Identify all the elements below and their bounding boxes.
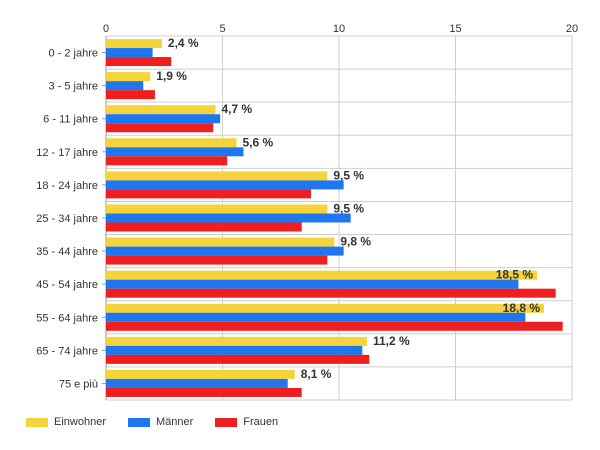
x-axis-ticks: 0 5 10 15 20 <box>103 23 578 35</box>
category-label: 35 - 44 jahre <box>36 246 98 258</box>
bar-m-nner <box>106 378 288 388</box>
bar-einwohner <box>106 138 237 148</box>
legend-item-maenner: Männer <box>127 416 194 428</box>
bar-frauen <box>106 90 155 100</box>
bar-frauen <box>106 156 228 166</box>
bar-m-nner <box>106 147 244 157</box>
bar-m-nner <box>106 180 344 190</box>
legend: Einwohner Männer Frauen <box>26 416 300 428</box>
data-label: 5,6 % <box>242 135 273 149</box>
bar-m-nner <box>106 312 526 322</box>
bar-m-nner <box>106 48 153 58</box>
category-label: 75 e più <box>59 378 98 390</box>
legend-swatch <box>26 417 48 427</box>
bar-frauen <box>106 354 370 364</box>
legend-swatch <box>215 417 238 427</box>
bar-einwohner <box>106 336 367 346</box>
x-tick-label: 5 <box>219 23 225 35</box>
bars <box>106 39 563 397</box>
data-label: 18,8 % <box>503 301 541 315</box>
x-tick-label: 10 <box>333 23 345 35</box>
data-label: 9,8 % <box>340 235 371 249</box>
x-tick-label: 0 <box>103 23 109 35</box>
data-label: 11,2 % <box>373 334 410 348</box>
bar-m-nner <box>106 345 363 355</box>
category-label: 55 - 64 jahre <box>36 312 98 324</box>
bar-einwohner <box>106 369 295 379</box>
data-label: 4,7 % <box>222 102 253 116</box>
legend-item-einwohner: Einwohner <box>26 416 106 428</box>
bar-frauen <box>106 255 328 265</box>
y-axis-categories: 0 - 2 jahre 3 - 5 jahre 6 - 11 jahre 12 - 1… <box>36 48 98 391</box>
bar-einwohner <box>106 72 151 82</box>
category-label: 12 - 17 jahre <box>36 147 98 159</box>
bar-frauen <box>106 222 302 232</box>
bar-einwohner <box>106 237 335 247</box>
data-label: 1,9 % <box>156 69 187 83</box>
bar-einwohner <box>106 105 216 115</box>
legend-item-frauen: Frauen <box>215 416 278 428</box>
data-label: 18,5 % <box>496 268 534 282</box>
legend-swatch <box>127 417 150 427</box>
category-label: 65 - 74 jahre <box>36 345 98 357</box>
legend-label: Frauen <box>243 416 279 428</box>
data-label: 8,1 % <box>301 367 332 381</box>
data-label: 9,5 % <box>333 168 364 182</box>
bar-einwohner <box>106 270 538 280</box>
data-label: 2,4 % <box>168 36 199 50</box>
category-label: 0 - 2 jahre <box>48 48 98 60</box>
bar-m-nner <box>106 213 351 223</box>
x-tick-label: 15 <box>449 23 461 35</box>
bar-frauen <box>106 288 556 298</box>
x-tick-label: 20 <box>566 23 578 35</box>
category-label: 18 - 24 jahre <box>36 180 98 192</box>
bar-frauen <box>106 57 172 67</box>
bar-m-nner <box>106 246 344 256</box>
bar-frauen <box>106 189 312 199</box>
legend-label: Einwohner <box>54 416 106 428</box>
category-label: 25 - 34 jahre <box>36 213 98 225</box>
category-label: 45 - 54 jahre <box>36 279 98 291</box>
data-labels: 2,4 % 1,9 % 4,7 % 5,6 % 9,5 % 9,5 % 9,8 % 18,5 … <box>156 36 540 381</box>
bar-frauen <box>106 321 563 331</box>
bar-frauen <box>106 387 302 397</box>
bar-m-nner <box>106 81 144 91</box>
data-label: 9,5 % <box>333 202 364 216</box>
bar-einwohner <box>106 39 162 49</box>
category-label: 6 - 11 jahre <box>43 114 98 126</box>
bar-frauen <box>106 123 214 133</box>
bar-m-nner <box>106 279 519 289</box>
bar-m-nner <box>106 114 221 124</box>
bar-einwohner <box>106 303 545 313</box>
category-label: 3 - 5 jahre <box>48 81 98 93</box>
legend-label: Männer <box>155 416 194 428</box>
bar-einwohner <box>106 204 328 214</box>
bar-einwohner <box>106 171 328 181</box>
